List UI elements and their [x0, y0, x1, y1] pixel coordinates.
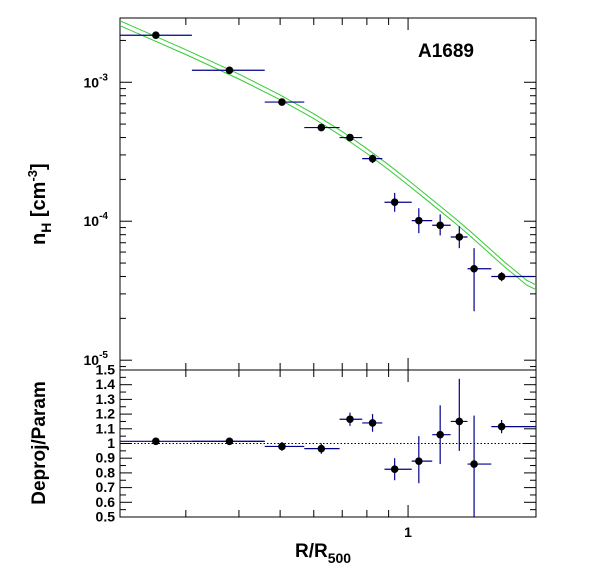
x-tick-label: 1 [404, 524, 412, 540]
ylabel-unit-open: [cm [28, 182, 50, 223]
data-point [368, 154, 377, 163]
data-point [455, 417, 464, 426]
data-point [346, 415, 354, 424]
y-tick-label: 1.3 [96, 391, 116, 407]
data-point [152, 31, 160, 40]
top-panel-ticks [120, 18, 537, 370]
tick-exponent: -3 [99, 72, 108, 83]
tick-base: 10 [84, 213, 100, 229]
top-y-tick-labels: 10-310-410-5 [84, 72, 109, 368]
top-data-points [120, 31, 535, 312]
xlabel-subscript: 500 [328, 550, 352, 566]
y-tick-label: 0.9 [96, 450, 116, 466]
data-point [278, 98, 286, 106]
tick-base: 10 [84, 74, 100, 90]
ylabel-main: n [28, 233, 50, 245]
ylabel-subscript: H [38, 223, 54, 233]
data-point [415, 216, 423, 225]
top-y-axis-label: nH [cm-3] [25, 163, 54, 245]
data-point [436, 221, 444, 230]
y-tick-label: 1.2 [96, 406, 116, 422]
model-curve-upper [119, 20, 537, 286]
data-point [415, 457, 423, 465]
bottom-panel-ticks [120, 369, 537, 518]
y-tick-label: 10-4 [84, 211, 109, 229]
bottom-data-points [120, 378, 536, 517]
data-point [497, 272, 506, 281]
y-tick-label: 1.1 [96, 420, 116, 436]
y-tick-label: 1.4 [96, 376, 116, 392]
tick-exponent: -4 [99, 211, 108, 222]
y-tick-label: 1 [107, 435, 115, 451]
data-point [470, 460, 478, 468]
y-tick-label: 0.5 [96, 509, 116, 525]
top-panel-frame [119, 17, 537, 371]
data-point [368, 419, 377, 427]
ylabel-unit-close: ] [28, 163, 50, 170]
data-point [436, 430, 444, 439]
data-point [455, 233, 464, 241]
data-point [317, 444, 326, 453]
y-tick-label: 1.5 [96, 362, 116, 378]
xlabel-main: R/R [295, 541, 328, 562]
x-axis-label: R/R500 [295, 541, 351, 566]
y-tick-label: 10-3 [84, 72, 109, 90]
cluster-annotation: A1689 [418, 41, 474, 62]
data-point [346, 133, 354, 142]
data-point [317, 123, 326, 132]
data-point [390, 465, 399, 474]
bottom-y-tick-labels: 0.50.60.70.80.911.11.21.31.41.5 [96, 362, 116, 525]
tick-exponent: -5 [99, 350, 108, 361]
data-point [470, 264, 478, 273]
y-tick-label: 0.7 [96, 479, 116, 495]
data-point [497, 422, 506, 431]
data-point [278, 442, 286, 451]
data-point [225, 66, 234, 75]
y-tick-label: 10-5 [84, 350, 109, 368]
ylabel-unit-sup: -3 [25, 170, 40, 182]
data-point [225, 437, 234, 446]
y-tick-label: 0.6 [96, 494, 116, 510]
bottom-y-axis-label: Deproj/Param [29, 381, 50, 505]
y-tick-label: 0.8 [96, 464, 116, 480]
data-point [152, 437, 160, 446]
data-point [390, 198, 399, 207]
tick-base: 10 [84, 352, 100, 368]
